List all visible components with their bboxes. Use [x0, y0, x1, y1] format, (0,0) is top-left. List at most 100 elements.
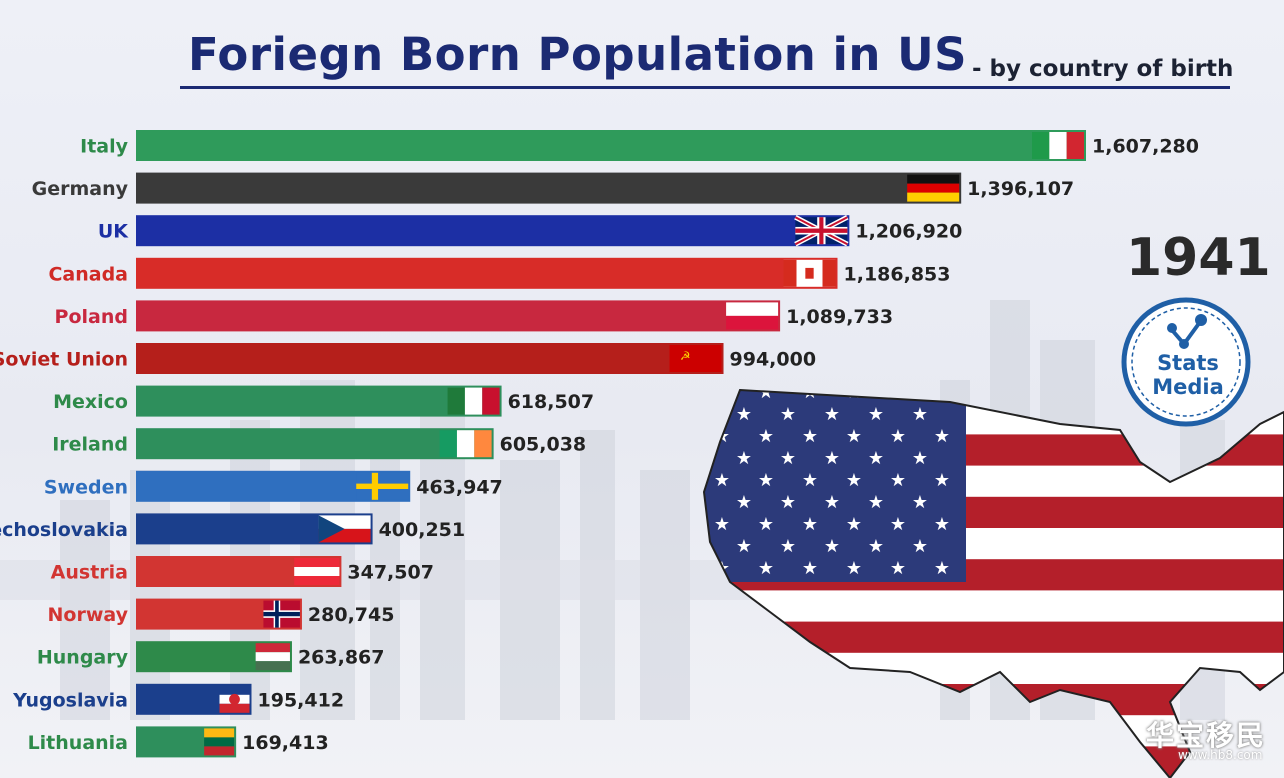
flag-icon [219, 685, 250, 713]
svg-text:★: ★ [912, 404, 928, 425]
value-label: 195,412 [258, 689, 345, 711]
category-label: Austria [51, 562, 128, 584]
page-title: Foriegn Born Population in US [188, 28, 968, 81]
svg-text:★: ★ [846, 426, 862, 447]
bar-group: Sweden 463,947 [44, 470, 503, 502]
bar-group: Poland 1,089,733 [55, 300, 893, 332]
value-label: 605,038 [500, 434, 587, 456]
svg-text:★: ★ [758, 470, 774, 491]
svg-text:☭: ☭ [680, 349, 691, 363]
svg-text:★: ★ [868, 404, 884, 425]
bar-group: Czechoslovakia 400,251 [0, 513, 466, 545]
flag-icon [294, 558, 340, 585]
svg-text:★: ★ [934, 558, 950, 579]
bar [136, 428, 494, 460]
svg-text:★: ★ [890, 558, 906, 579]
year-label: 1941 [1126, 228, 1271, 288]
category-label: UK [98, 221, 129, 243]
value-label: 1,089,733 [786, 306, 893, 328]
svg-text:★: ★ [824, 536, 840, 557]
page-subtitle: - by country of birth [972, 56, 1234, 82]
svg-text:★: ★ [780, 536, 796, 557]
value-label: 1,186,853 [844, 263, 951, 285]
svg-text:★: ★ [736, 536, 752, 557]
watermark-text: 华宝移民 [1146, 719, 1267, 752]
svg-text:★: ★ [802, 514, 818, 535]
svg-text:★: ★ [736, 492, 752, 513]
value-label: 1,396,107 [967, 178, 1074, 200]
watermark-url: www.hb8.com [1178, 748, 1263, 762]
svg-text:★: ★ [934, 426, 950, 447]
svg-text:★: ★ [780, 492, 796, 513]
bar-group: Canada 1,186,853 [48, 257, 951, 289]
category-label: Mexico [53, 391, 128, 413]
svg-text:★: ★ [802, 558, 818, 579]
bar [136, 172, 962, 204]
flag-icon [439, 430, 492, 458]
bar-group: Hungary 263,867 [37, 641, 385, 673]
bar-group: Lithuania 169,413 [28, 726, 329, 758]
category-label: Hungary [37, 647, 129, 669]
svg-text:★: ★ [890, 426, 906, 447]
category-label: Ireland [52, 434, 128, 456]
value-label: 994,000 [730, 349, 817, 371]
svg-text:★: ★ [824, 492, 840, 513]
svg-text:★: ★ [758, 514, 774, 535]
svg-text:★: ★ [912, 536, 928, 557]
bar-chart: Italy 1,607,280 Germany 1,396,107 UK 1,206,92… [0, 130, 1199, 758]
bar-group: Germany 1,396,107 [32, 172, 1074, 204]
svg-text:★: ★ [736, 448, 752, 469]
value-label: 463,947 [416, 476, 503, 498]
flag-icon [318, 515, 371, 543]
svg-text:★: ★ [780, 404, 796, 425]
value-label: 1,607,280 [1092, 136, 1199, 158]
category-label: Czechoslovakia [0, 519, 128, 541]
svg-text:★: ★ [912, 492, 928, 513]
title-underline [180, 86, 1230, 89]
value-label: 169,413 [242, 732, 329, 754]
bar [136, 130, 1086, 161]
bar [136, 300, 781, 332]
bar-group: Italy 1,607,280 [80, 130, 1199, 161]
bar-group: Ireland 605,038 [52, 428, 587, 460]
category-label: Norway [48, 604, 129, 626]
category-label: Germany [32, 178, 129, 200]
bar [136, 257, 838, 289]
svg-text:★: ★ [802, 470, 818, 491]
flag-icon [726, 302, 779, 330]
flag-icon [204, 728, 235, 756]
svg-text:★: ★ [912, 448, 928, 469]
svg-text:★: ★ [846, 470, 862, 491]
svg-text:★: ★ [714, 514, 730, 535]
svg-text:★: ★ [824, 404, 840, 425]
category-label: Soviet Union [0, 349, 128, 371]
bar-group: UK 1,206,920 [98, 214, 962, 247]
flag-icon [255, 643, 290, 671]
flag-icon [794, 214, 849, 247]
bar-group: Austria 347,507 [51, 556, 434, 587]
category-label: Canada [48, 263, 128, 285]
value-label: 400,251 [379, 519, 466, 541]
flag-icon [356, 472, 409, 500]
bar-group: Yugoslavia 195,412 [12, 683, 345, 715]
svg-text:★: ★ [780, 448, 796, 469]
svg-text:★: ★ [824, 448, 840, 469]
logo-text-line1: Stats [1157, 351, 1219, 375]
value-label: 263,867 [298, 647, 385, 669]
svg-text:★: ★ [934, 470, 950, 491]
svg-text:★: ★ [890, 470, 906, 491]
bar-group: Mexico 618,507 [53, 385, 595, 417]
svg-text:★: ★ [802, 426, 818, 447]
flag-icon [1032, 132, 1084, 159]
flag-icon [783, 259, 836, 287]
svg-text:★: ★ [846, 558, 862, 579]
stats-media-logo: Stats Media [1121, 297, 1251, 427]
svg-text:★: ★ [868, 536, 884, 557]
svg-text:★: ★ [846, 514, 862, 535]
svg-text:★: ★ [736, 404, 752, 425]
value-label: 618,507 [508, 391, 595, 413]
category-label: Lithuania [28, 732, 128, 754]
value-label: 1,206,920 [855, 221, 962, 243]
svg-text:★: ★ [868, 492, 884, 513]
bar-group: Soviet Union ☭ 994,000 [0, 343, 816, 374]
